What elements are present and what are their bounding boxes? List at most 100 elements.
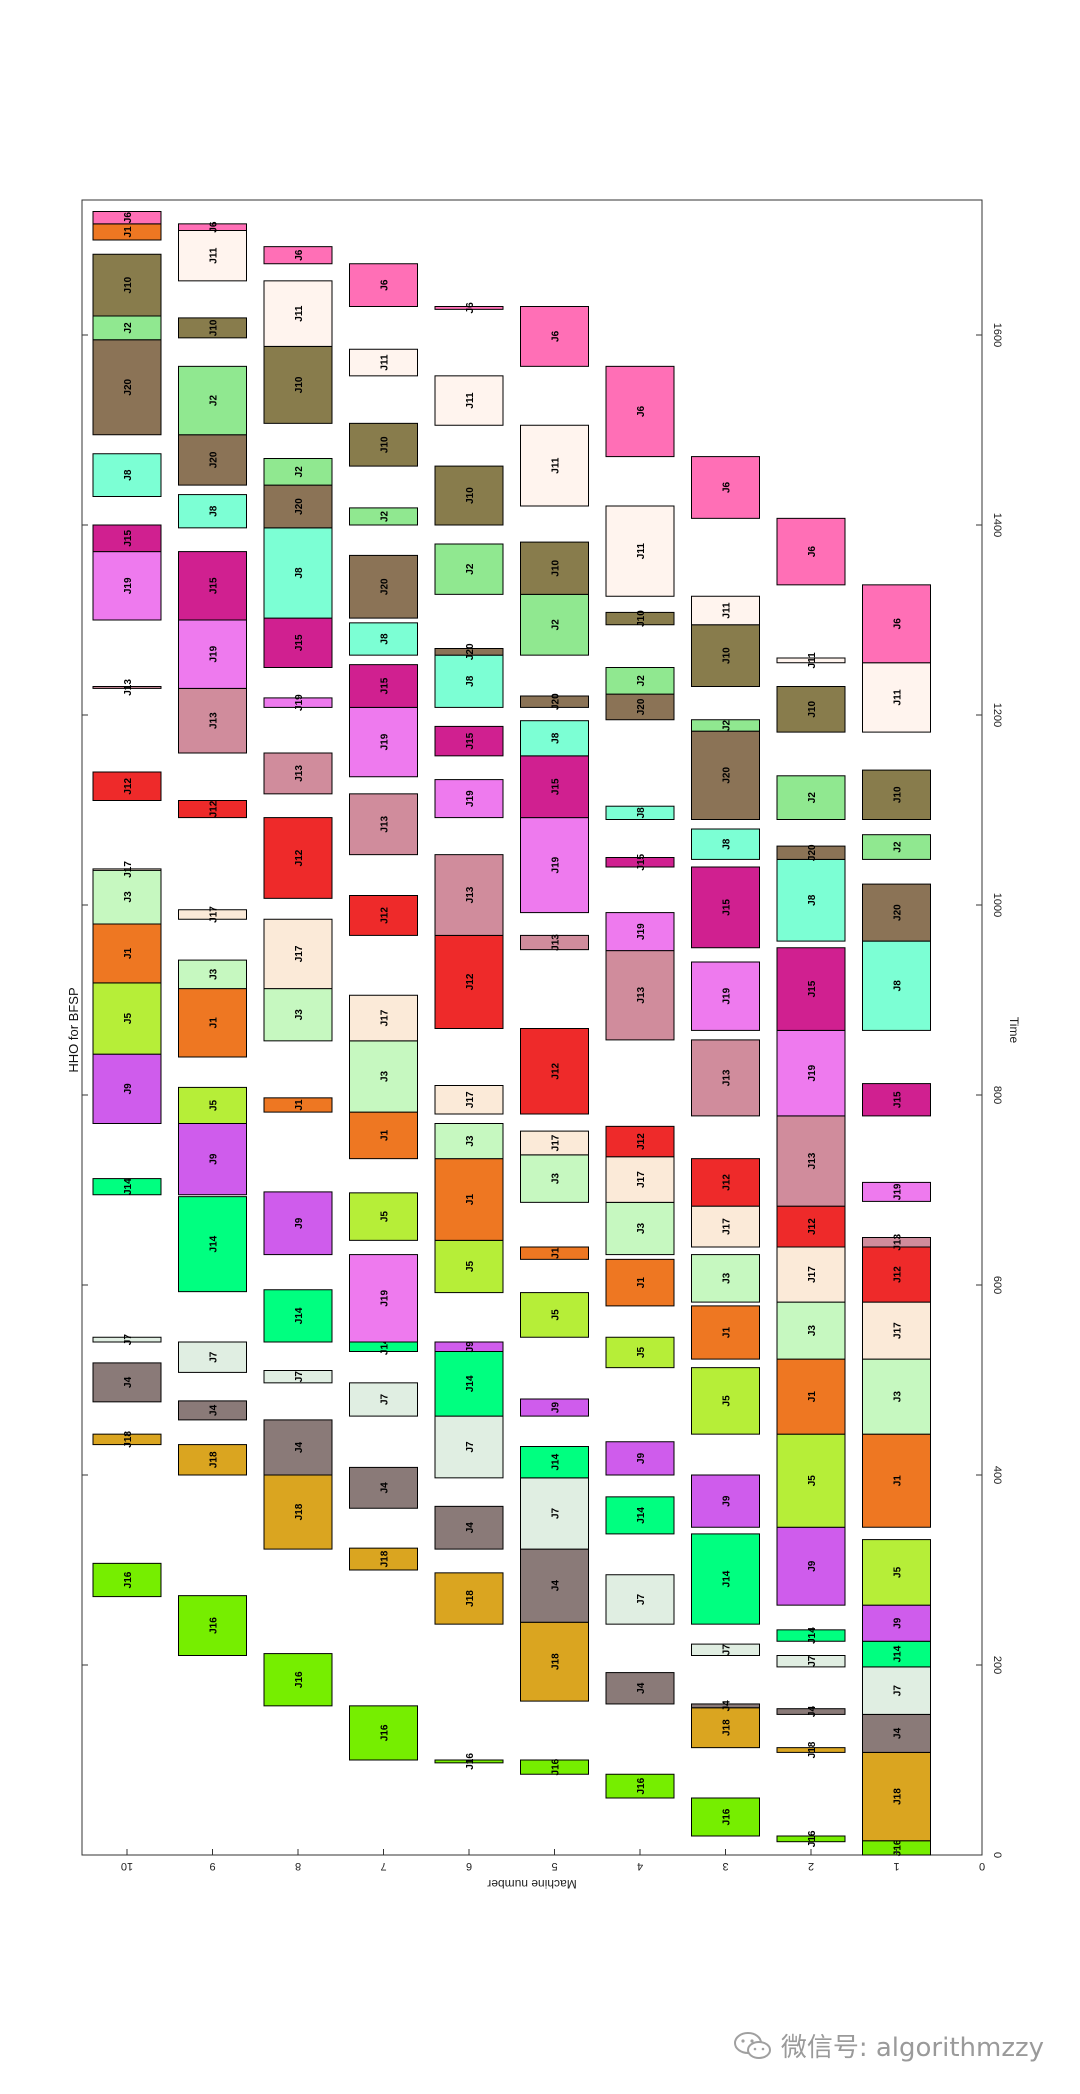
machine-tick-label: 2 [808,1860,814,1872]
gantt-bar [605,365,675,458]
gantt-bar-label: J17 [807,1266,818,1283]
gantt-bar-label: J11 [551,457,562,474]
gantt-bar [862,1237,931,1248]
time-tick-label: 1000 [991,893,1003,917]
gantt-bar-label: J6 [893,618,904,630]
machine-tick-label: 3 [722,1860,728,1872]
gantt-bar [605,1201,675,1256]
gantt-bar-label: J11 [380,354,391,371]
gantt-bar-label: J17 [551,1134,562,1151]
gantt-bar-label: J10 [380,436,391,453]
gantt-bar-label: J1 [209,1017,220,1029]
machine-tick-label: 10 [121,1860,133,1872]
gantt-bar [434,306,504,310]
gantt-bar [605,1672,675,1705]
y-axis-label: Machine number [487,1877,576,1891]
gantt-bar [776,1835,846,1843]
gantt-bar-label: J5 [636,1346,647,1358]
machine-tick-label: 6 [466,1860,472,1872]
gantt-bar [263,527,333,619]
gantt-bar [862,940,931,1031]
gantt-bar [178,230,247,282]
gantt-bar [862,1358,931,1435]
gantt-bar-label: J18 [551,1653,562,1670]
gantt-bar [178,317,247,339]
machine-tick-label: 8 [295,1860,301,1872]
gantt-bar [691,1205,760,1248]
gantt-bar-label: J9 [465,1341,476,1353]
gantt-bar-label: J9 [294,1217,305,1229]
gantt-bar-label: J12 [893,1266,904,1283]
gantt-bar [691,828,760,860]
gantt-bar [178,619,247,689]
gantt-bar-label: J14 [123,1178,134,1195]
gantt-bar-label: J14 [636,1507,647,1524]
gantt-bar-label: J17 [380,1009,391,1026]
gantt-bar-label: J2 [123,322,134,334]
gantt-bar [605,1258,675,1307]
gantt-bar-label: J15 [893,1091,904,1108]
gantt-bar-label: J12 [807,1218,818,1235]
gantt-bar [520,541,589,595]
machine-tick-label: 5 [551,1860,557,1872]
watermark-text: 微信号: algorithmzzy [780,2033,1044,2063]
gantt-bar [862,1181,931,1202]
gantt-bar-label: J18 [722,1719,733,1736]
gantt-bar-label: J13 [123,679,134,696]
gantt-bar [434,1239,504,1294]
gantt-bar [434,1572,504,1625]
gantt-bar [862,662,931,733]
gantt-bar-label: J5 [209,1099,220,1111]
gantt-bar-label: J5 [722,1395,733,1407]
gantt-bar [434,465,504,526]
gantt-bar [349,1192,418,1241]
gantt-bar-label: J5 [551,1309,562,1321]
gantt-bar [178,687,247,754]
gantt-bar-label: J5 [465,1260,476,1272]
gantt-bar-label: J9 [123,1083,134,1095]
gantt-bar [349,554,418,619]
gantt-bar [263,1191,333,1256]
gantt-bar-label: J19 [380,733,391,750]
gantt-bar [434,854,504,936]
gantt-bar-label: J12 [380,907,391,924]
gantt-bar [178,988,247,1058]
gantt-bar-label: J10 [465,487,476,504]
gantt-bar-label: J14 [465,1375,476,1392]
gantt-bar [605,1574,675,1625]
gantt-bar-label: J20 [123,378,134,395]
gantt-bar [349,1111,418,1160]
gantt-bar [263,1097,333,1113]
gantt-bar [263,1370,333,1384]
gantt-bar-label: J1 [123,226,134,238]
gantt-bar [263,345,333,424]
gantt-bar-label: J12 [722,1174,733,1191]
gantt-bar-label: J19 [380,1290,391,1307]
gantt-bar-label: J5 [807,1475,818,1487]
gantt-bar-label: J13 [893,1233,904,1250]
gantt-bar-label: J15 [380,677,391,694]
gantt-bar [349,1040,418,1113]
gantt-bar-label: J8 [636,807,647,819]
gantt-bar [434,375,504,426]
gantt-bar [434,1505,504,1550]
gantt-bar [263,988,333,1042]
gantt-bar-label: J1 [294,1099,305,1111]
gantt-bar [178,909,247,920]
gantt-bar [520,593,589,656]
gantt-bar-label: J12 [465,973,476,990]
gantt-bar-label: J2 [893,841,904,853]
gantt-bar [178,223,247,232]
gantt-bar [178,1123,247,1196]
gantt-bar-label: J12 [294,849,305,866]
gantt-bar [434,1415,504,1479]
chart-title: HHO for BFSP [66,987,81,1072]
gantt-bar [605,505,675,597]
gantt-bar-label: J16 [722,1808,733,1825]
gantt-bar [178,1444,247,1476]
gantt-bar [862,1301,931,1360]
gantt-bar-label: J16 [636,1777,647,1794]
gantt-bar-label: J20 [209,451,220,468]
gantt-bar [776,1301,846,1360]
gantt-bar [92,1178,162,1196]
